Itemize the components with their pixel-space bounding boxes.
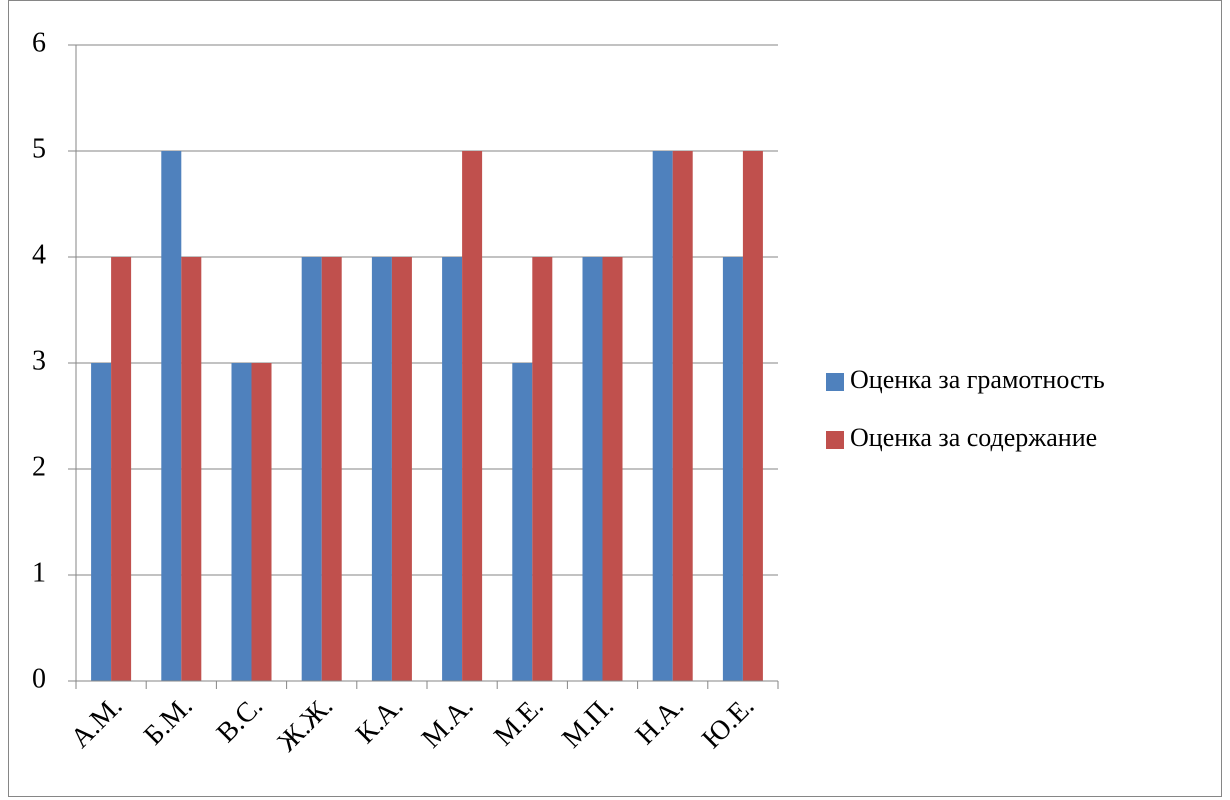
bar <box>391 257 412 681</box>
bar <box>462 151 483 681</box>
bar <box>321 257 342 681</box>
legend-label: Оценка за грамотность <box>850 365 1105 394</box>
legend-swatch <box>826 373 844 391</box>
bar <box>512 363 533 681</box>
bar <box>442 257 463 681</box>
y-tick-label: 0 <box>32 663 46 694</box>
bar <box>231 363 252 681</box>
bar <box>371 257 392 681</box>
bar <box>742 151 763 681</box>
bar <box>91 363 112 681</box>
bar <box>532 257 553 681</box>
legend-label: Оценка за содержание <box>850 423 1097 452</box>
y-tick-label: 6 <box>32 27 46 58</box>
bar <box>722 257 743 681</box>
bar <box>672 151 693 681</box>
y-tick-label: 4 <box>32 239 46 270</box>
legend-swatch <box>826 431 844 449</box>
bar <box>111 257 132 681</box>
y-tick-label: 5 <box>32 133 46 164</box>
bar <box>602 257 623 681</box>
bar <box>181 257 202 681</box>
y-tick-label: 1 <box>32 557 46 588</box>
bar <box>582 257 603 681</box>
bar <box>161 151 182 681</box>
y-tick-label: 3 <box>32 345 46 376</box>
bar <box>301 257 322 681</box>
y-tick-label: 2 <box>32 451 46 482</box>
bar <box>652 151 673 681</box>
bar <box>251 363 272 681</box>
